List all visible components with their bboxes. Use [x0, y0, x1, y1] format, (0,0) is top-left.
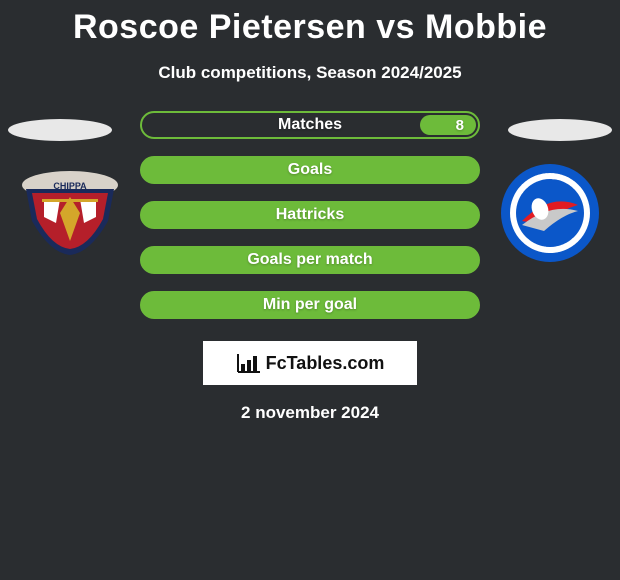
stat-pill-min-per-goal: Min per goal — [140, 291, 480, 319]
bar-chart-icon — [236, 352, 262, 374]
stat-label: Hattricks — [276, 206, 344, 224]
stat-label: Min per goal — [263, 296, 357, 314]
shield-icon: CHIPPA — [20, 169, 120, 255]
subtitle: Club competitions, Season 2024/2025 — [0, 63, 620, 83]
stat-pill-goals-per-match: Goals per match — [140, 246, 480, 274]
stat-pill-goals: Goals — [140, 156, 480, 184]
circle-badge-icon: SUPERSPORT UNITED FC — [500, 163, 600, 263]
branding-text: FcTables.com — [266, 353, 385, 374]
branding-box: FcTables.com — [203, 341, 417, 385]
stat-pill-list: Matches 8 Goals Hattricks Goals per matc… — [140, 111, 480, 319]
stat-label: Goals per match — [247, 251, 372, 269]
left-player-marker — [8, 119, 112, 141]
date-text: 2 november 2024 — [0, 403, 620, 423]
stat-label: Goals — [288, 161, 332, 179]
stat-value-right: 8 — [456, 117, 464, 134]
left-club-badge: CHIPPA — [20, 169, 120, 255]
stat-label: Matches — [278, 116, 342, 134]
stat-pill-matches: Matches 8 — [140, 111, 480, 139]
comparison-panel: CHIPPA SUPERSPORT UNITED FC — [0, 111, 620, 423]
page-title: Roscoe Pietersen vs Mobbie — [0, 0, 620, 47]
right-player-marker — [508, 119, 612, 141]
stat-right-fill — [420, 115, 476, 135]
stat-pill-hattricks: Hattricks — [140, 201, 480, 229]
right-club-badge: SUPERSPORT UNITED FC — [500, 163, 600, 263]
